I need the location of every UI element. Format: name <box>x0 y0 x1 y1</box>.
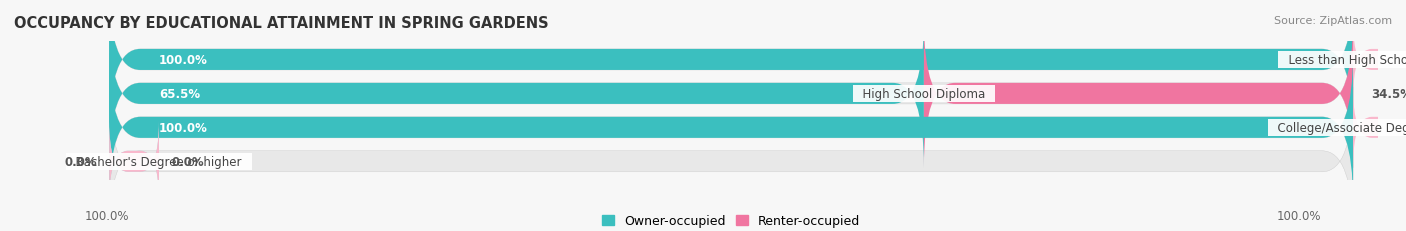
FancyBboxPatch shape <box>110 0 1353 134</box>
Text: 0.0%: 0.0% <box>172 155 204 168</box>
Text: 65.5%: 65.5% <box>159 88 200 100</box>
FancyBboxPatch shape <box>110 20 1353 168</box>
Text: 0.0%: 0.0% <box>65 155 97 168</box>
FancyBboxPatch shape <box>1353 88 1403 168</box>
FancyBboxPatch shape <box>110 20 924 168</box>
Text: Less than High School: Less than High School <box>1281 54 1406 67</box>
FancyBboxPatch shape <box>1353 20 1403 100</box>
FancyBboxPatch shape <box>110 121 159 202</box>
Text: High School Diploma: High School Diploma <box>855 88 993 100</box>
Text: Source: ZipAtlas.com: Source: ZipAtlas.com <box>1274 16 1392 26</box>
Legend: Owner-occupied, Renter-occupied: Owner-occupied, Renter-occupied <box>596 209 866 231</box>
FancyBboxPatch shape <box>110 121 159 202</box>
FancyBboxPatch shape <box>924 20 1353 168</box>
Text: 100.0%: 100.0% <box>159 121 208 134</box>
Text: 34.5%: 34.5% <box>1372 88 1406 100</box>
Text: 100.0%: 100.0% <box>159 54 208 67</box>
FancyBboxPatch shape <box>110 54 1353 202</box>
Text: OCCUPANCY BY EDUCATIONAL ATTAINMENT IN SPRING GARDENS: OCCUPANCY BY EDUCATIONAL ATTAINMENT IN S… <box>14 16 548 31</box>
FancyBboxPatch shape <box>110 88 1353 231</box>
Text: College/Associate Degree: College/Associate Degree <box>1270 121 1406 134</box>
Text: 100.0%: 100.0% <box>1277 209 1322 222</box>
Text: 100.0%: 100.0% <box>84 209 129 222</box>
FancyBboxPatch shape <box>110 54 1353 202</box>
FancyBboxPatch shape <box>110 0 1353 134</box>
Text: Bachelor's Degree or higher: Bachelor's Degree or higher <box>69 155 249 168</box>
